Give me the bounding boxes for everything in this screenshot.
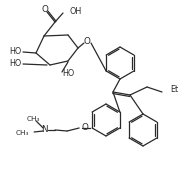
Text: O: O: [82, 123, 89, 133]
Text: O: O: [42, 4, 48, 14]
Text: OH: OH: [69, 6, 81, 16]
Text: Et: Et: [170, 86, 178, 95]
Text: HO: HO: [10, 48, 22, 56]
Text: HO: HO: [62, 69, 74, 77]
Text: CH₃: CH₃: [26, 116, 40, 122]
Text: HO: HO: [10, 60, 22, 69]
Text: N: N: [41, 126, 47, 135]
Text: CH₃: CH₃: [16, 130, 29, 136]
Text: O: O: [84, 36, 91, 45]
